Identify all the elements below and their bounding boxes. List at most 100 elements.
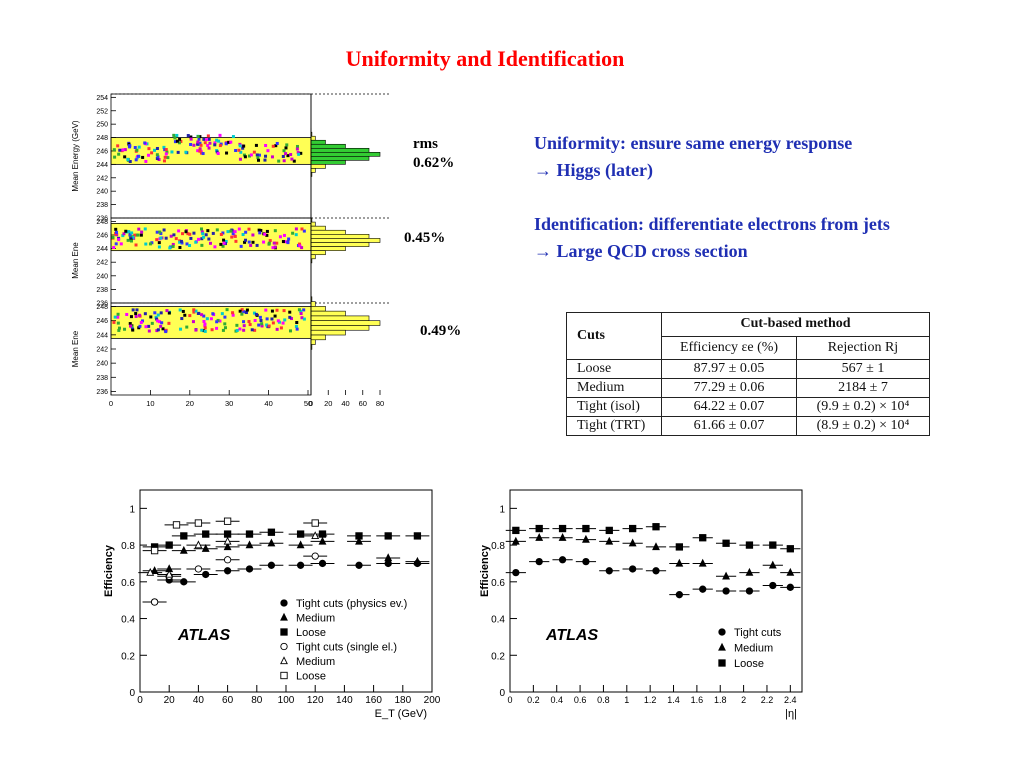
data-point	[188, 314, 192, 318]
data-point	[137, 227, 141, 231]
histogram-bin	[310, 225, 326, 231]
data-point	[243, 240, 247, 244]
data-point	[247, 227, 251, 231]
data-point	[171, 244, 175, 248]
data-point	[247, 154, 251, 158]
data-point	[284, 146, 288, 150]
data-point	[112, 246, 116, 250]
data-point	[128, 234, 132, 238]
data-point	[257, 323, 261, 327]
data-point	[290, 317, 294, 321]
hist-x-tick-label: 40	[341, 399, 349, 408]
data-point	[167, 321, 171, 325]
data-point	[164, 152, 168, 156]
data-point	[202, 570, 210, 579]
data-point	[286, 154, 290, 158]
data-point	[223, 556, 232, 564]
data-point	[176, 150, 180, 154]
data-point	[297, 152, 301, 156]
data-point	[270, 309, 274, 313]
data-point	[249, 153, 253, 157]
x-tick-label: 140	[336, 695, 353, 706]
data-point	[177, 141, 181, 145]
data-point	[163, 155, 167, 159]
data-point	[192, 310, 196, 314]
data-point	[180, 241, 184, 245]
data-point	[178, 308, 182, 312]
y-tick-label: 0.6	[121, 578, 135, 589]
data-point	[745, 567, 754, 576]
data-point	[230, 235, 234, 239]
data-point	[180, 532, 188, 540]
data-point	[205, 138, 209, 142]
data-point	[189, 236, 193, 240]
data-point	[184, 150, 188, 154]
data-point	[263, 158, 267, 162]
data-point	[141, 155, 145, 159]
legend-marker	[280, 656, 288, 665]
data-point	[196, 311, 200, 315]
data-point	[117, 326, 121, 330]
bullet-block: Uniformity: ensure same energy response …	[534, 130, 1014, 265]
data-point	[202, 329, 206, 333]
data-point	[174, 237, 178, 241]
data-point	[192, 143, 196, 147]
data-point	[218, 319, 222, 323]
uniformity-figure: 236 238 240 242 244 246 248 250 252 254 Mean Energ…	[71, 93, 390, 408]
rms-value-2: 0.45%	[404, 230, 446, 246]
legend-marker	[718, 628, 726, 636]
data-point	[206, 134, 210, 138]
data-point	[116, 315, 120, 319]
efficiency-vs-eta-chart: 0 0.2 0.4 0.6 0.8 1 0 0.2 0.4 0.6 0.8 1 1.2 1.4 1.6 1.8…	[479, 489, 803, 720]
data-point	[156, 319, 160, 323]
data-point	[200, 328, 204, 332]
data-point	[240, 312, 244, 316]
data-point	[318, 530, 327, 538]
data-point	[210, 328, 214, 332]
data-point	[149, 315, 153, 319]
data-point	[231, 311, 235, 315]
data-point	[222, 238, 226, 242]
data-point	[121, 148, 125, 152]
data-point	[768, 560, 777, 569]
data-point	[242, 320, 246, 324]
x-tick-label: 1	[624, 695, 629, 705]
data-point	[558, 556, 567, 564]
data-point	[235, 328, 239, 332]
data-point	[136, 154, 140, 158]
data-point	[282, 233, 286, 237]
data-point	[139, 233, 143, 237]
data-point	[140, 230, 144, 234]
x-tick-label: 0.8	[597, 695, 610, 705]
x-tick-label: 0.4	[550, 695, 563, 705]
data-point	[769, 581, 777, 590]
data-point	[203, 141, 207, 145]
data-point	[223, 322, 227, 326]
data-point	[217, 139, 221, 143]
data-point	[191, 320, 195, 324]
x-axis-label: E_T (GeV)	[375, 708, 427, 720]
data-point	[186, 232, 190, 236]
data-point	[294, 324, 298, 328]
data-point	[154, 315, 158, 319]
x-tick-label: 1.4	[667, 695, 680, 705]
y-tick-label: 246	[96, 148, 108, 155]
data-point	[219, 233, 223, 237]
data-point	[122, 232, 126, 236]
data-point	[159, 236, 163, 240]
data-point	[299, 309, 303, 313]
data-point	[116, 321, 120, 325]
data-point	[291, 231, 295, 235]
data-point	[134, 314, 138, 318]
data-point	[135, 233, 139, 237]
legend-marker	[718, 642, 726, 651]
data-point	[150, 546, 159, 555]
data-point	[628, 565, 637, 573]
data-point	[297, 242, 301, 246]
data-point	[157, 158, 161, 162]
data-point	[239, 150, 243, 154]
data-point	[267, 538, 276, 547]
legend-label: Medium	[296, 613, 335, 625]
data-point	[138, 324, 142, 328]
data-point	[116, 312, 120, 316]
